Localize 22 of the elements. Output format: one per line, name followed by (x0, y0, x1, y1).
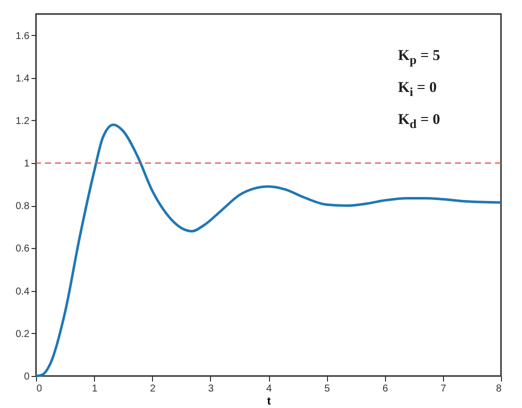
x-tick-label: 6 (382, 384, 388, 394)
x-tick-label: 7 (440, 384, 447, 394)
y-tick-label: 0.6 (16, 244, 30, 255)
y-tick-label: 0 (24, 372, 30, 382)
x-tick-label: 2 (150, 384, 156, 394)
x-tick-label: 0 (36, 384, 42, 394)
annotation: K$_{d}$ = 0 (398, 112, 440, 132)
x-tick-label: 3 (208, 384, 214, 394)
x-axis-title: t (267, 396, 272, 408)
annotation: K$_{i}$ = 0 (398, 80, 438, 100)
y-tick-label: 1.4 (16, 73, 30, 84)
y-tick-label: 1 (24, 158, 30, 170)
y-tick-label: 1.2 (16, 116, 30, 127)
x-tick-label: 4 (266, 384, 272, 394)
x-tick-label: 5 (324, 384, 330, 394)
annotation: K$_{p}$ = 5 (398, 48, 440, 68)
y-tick-label: 0.8 (16, 201, 30, 212)
x-tick-label: 1 (92, 384, 98, 394)
x-tick-label: 8 (496, 384, 502, 394)
y-tick-label: 0.4 (16, 286, 30, 298)
y-tick-label: 1.6 (16, 30, 30, 42)
y-tick-label: 0.2 (16, 328, 30, 340)
